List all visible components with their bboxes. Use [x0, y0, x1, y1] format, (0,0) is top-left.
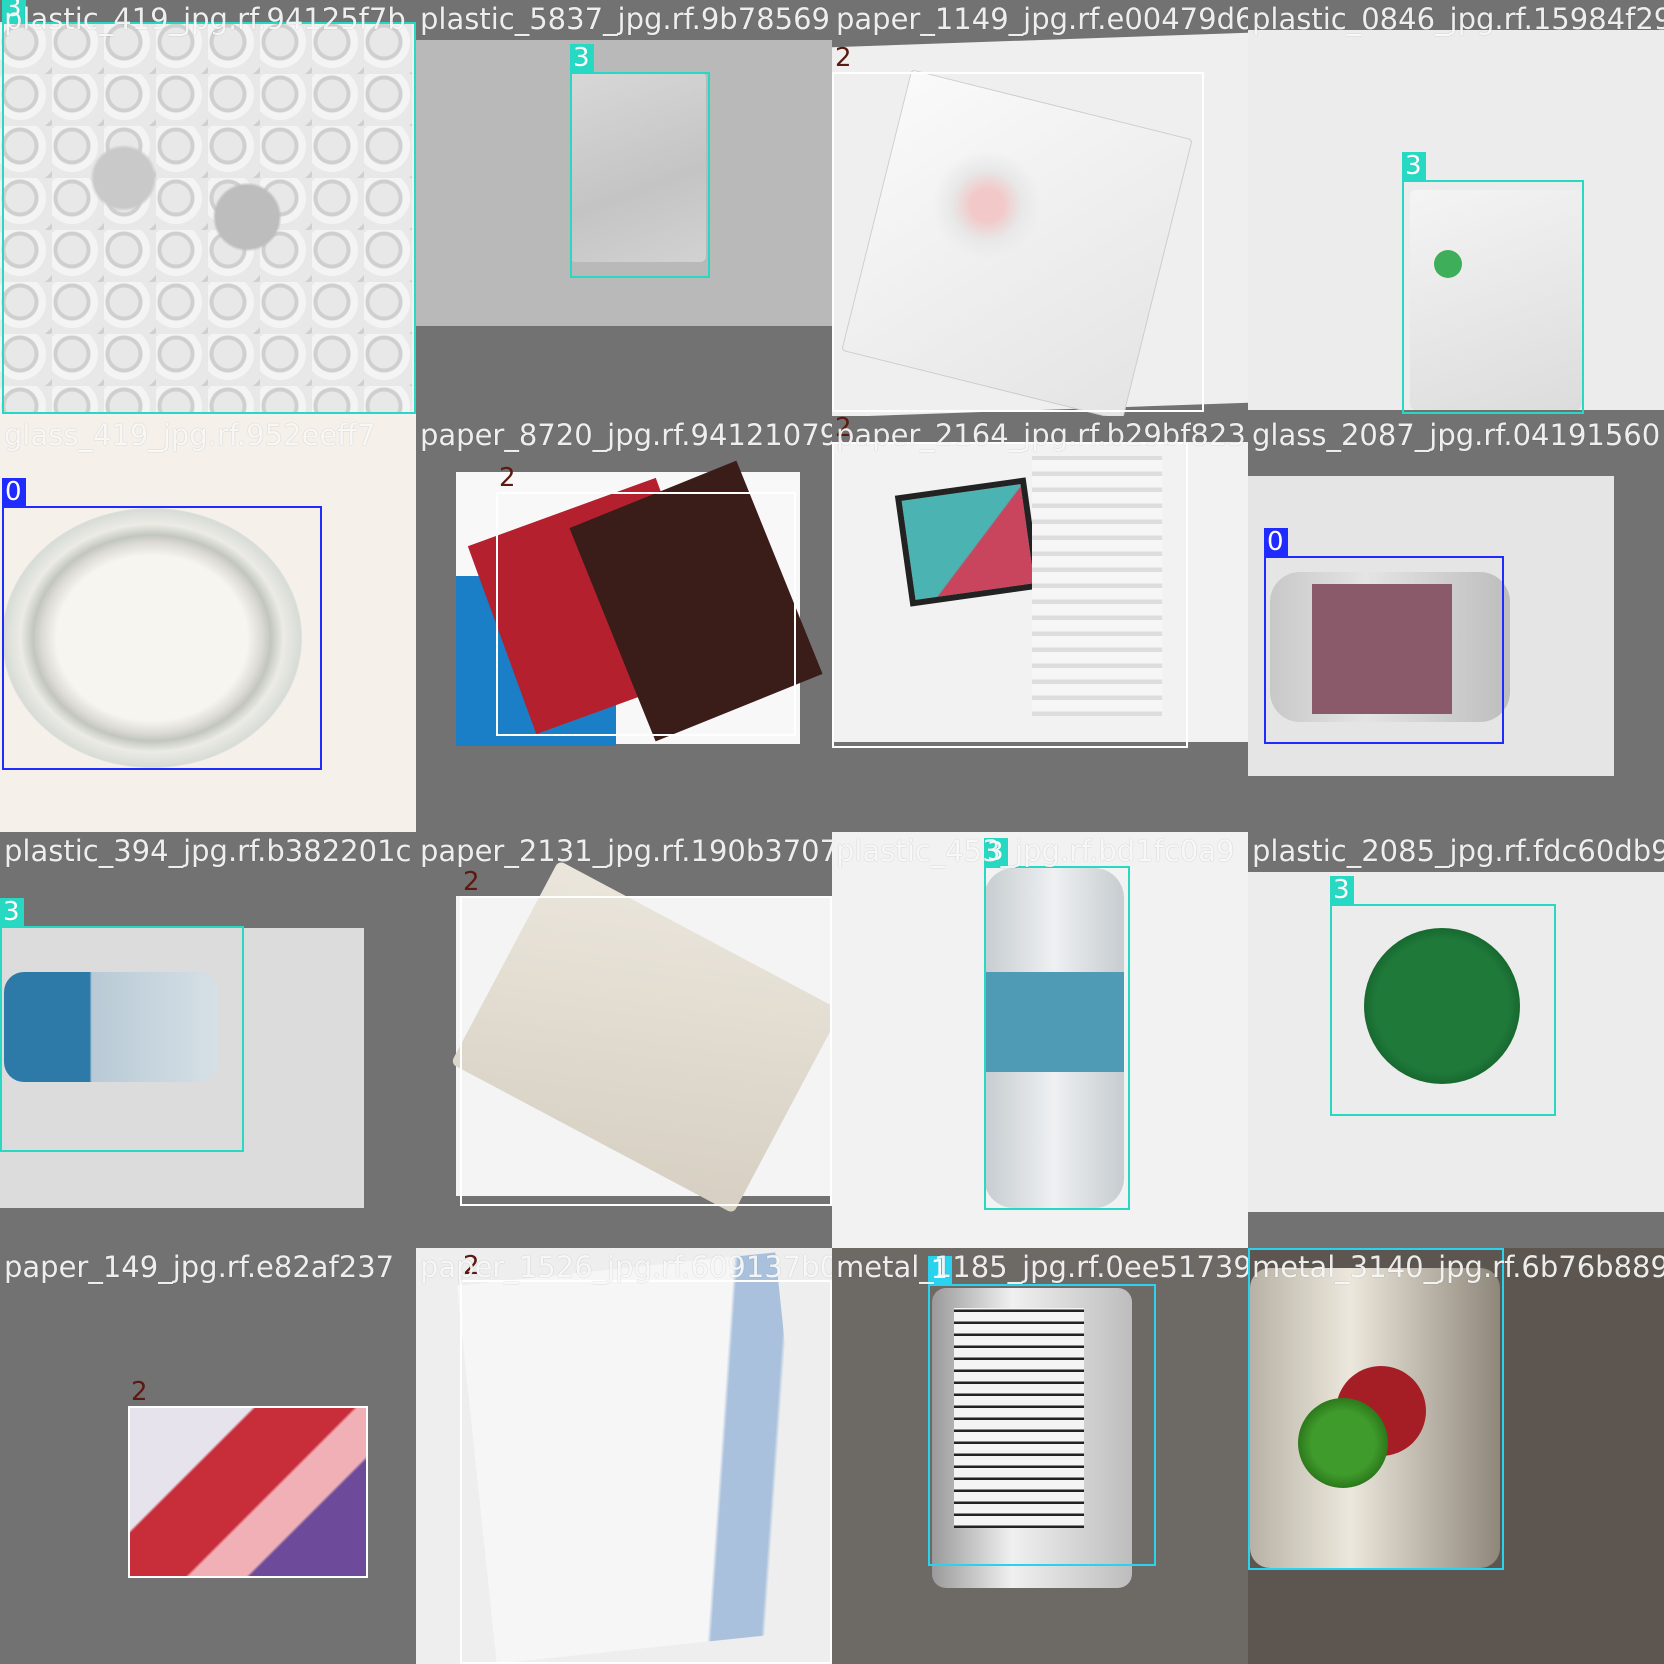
mosaic-tile: 2 paper_1149_jpg.rf.e00479d6 [832, 0, 1248, 416]
mosaic-tile: 2 paper_8720_jpg.rf.94121079 [416, 416, 832, 832]
tile-filename: plastic_0846_jpg.rf.15984f29 [1252, 2, 1664, 36]
class-label: 1 [928, 1256, 952, 1284]
mosaic-tile: 2 paper_2131_jpg.rf.190b3707 [416, 832, 832, 1248]
detection-box: 0 [2, 478, 322, 770]
tile-filename: glass_419_jpg.rf.952eeff7 [4, 418, 376, 452]
paper-print-detail [932, 150, 1042, 260]
mosaic-tile: 1 metal_1185_jpg.rf.0ee51739 [832, 1248, 1248, 1664]
class-label: 3 [1330, 876, 1354, 904]
bubble-wrap-object [0, 22, 412, 412]
nutrition-label [954, 1308, 1084, 1528]
detection-box: 2 [460, 1252, 832, 1664]
class-label: 2 [835, 43, 852, 73]
tile-filename: paper_2131_jpg.rf.190b3707 [420, 834, 832, 868]
tile-filename: paper_1149_jpg.rf.e00479d6 [836, 2, 1248, 36]
mosaic-tile: 3 plastic_5837_jpg.rf.9b785698 [416, 0, 832, 416]
class-label: 2 [463, 1251, 480, 1281]
bottle-label [984, 972, 1124, 1072]
tile-filename: paper_8720_jpg.rf.94121079 [420, 418, 832, 452]
tile-filename: metal_1185_jpg.rf.0ee51739 [836, 1250, 1248, 1284]
tile-filename: plastic_394_jpg.rf.b382201c [4, 834, 412, 868]
detection-box: 2 [128, 1378, 368, 1578]
detection-box: 3 [1330, 876, 1556, 1116]
mosaic-tile: 3 plastic_0846_jpg.rf.15984f29 [1248, 0, 1664, 416]
tile-filename: paper_1526_jpg.rf.609137b0 [420, 1250, 832, 1284]
plastic-bottle-object [4, 972, 218, 1082]
mosaic-tile: 3 plastic_419_jpg.rf.94125f7b [0, 0, 416, 416]
tile-filename: plastic_2085_jpg.rf.fdc60db9 [1252, 834, 1664, 868]
mosaic-tile: 3 plastic_394_jpg.rf.b382201c [0, 832, 416, 1248]
detection-box: 3 [1402, 152, 1584, 414]
mosaic-tile: 2 paper_149_jpg.rf.e82af237 [0, 1248, 416, 1664]
can-label-peas [1298, 1398, 1388, 1488]
plastic-lid-object [1364, 928, 1520, 1084]
mosaic-tile: 0 glass_2087_jpg.rf.04191560 [1248, 416, 1664, 832]
class-label: 0 [1264, 528, 1288, 556]
mosaic-tile: 3 plastic_2085_jpg.rf.fdc60db9 [1248, 832, 1664, 1248]
class-label: 2 [835, 416, 852, 443]
tile-filename: paper_2164_jpg.rf.b29bf823 [836, 418, 1246, 452]
class-label: 3 [984, 838, 1008, 866]
detection-box: 2 [832, 416, 1188, 748]
detection-box: 2 [496, 464, 796, 736]
mosaic-tile: 2 paper_2164_jpg.rf.b29bf823 [832, 416, 1248, 832]
tile-filename: plastic_419_jpg.rf.94125f7b [4, 2, 406, 36]
detection-box: 3 [0, 898, 244, 1152]
class-label: 2 [499, 463, 516, 493]
class-label: 2 [131, 1377, 148, 1407]
tile-filename: metal_3140_jpg.rf.6b76b889 [1252, 1250, 1664, 1284]
detection-box: 3 [2, 0, 416, 414]
detection-box: 2 [460, 868, 832, 1206]
detection-box: 3 [984, 838, 1130, 1210]
jar-label [1312, 584, 1452, 714]
class-label: 2 [463, 867, 480, 897]
detection-box: 1 [1248, 1248, 1504, 1570]
detection-box: 2 [832, 44, 1204, 412]
tile-filename: glass_2087_jpg.rf.04191560 [1252, 418, 1661, 452]
plastic-bag-object [570, 72, 706, 262]
detection-box: 3 [570, 44, 710, 278]
paper-ad-object [130, 1408, 366, 1578]
mosaic-tile: 0 glass_419_jpg.rf.952eeff7 [0, 416, 416, 832]
mosaic-tile: 1 metal_3140_jpg.rf.6b76b889 [1248, 1248, 1664, 1664]
tile-filename: paper_149_jpg.rf.e82af237 [4, 1250, 395, 1284]
recycle-sticker [1434, 250, 1462, 278]
mosaic-tile: 2 paper_1526_jpg.rf.609137b0 [416, 1248, 832, 1664]
class-label: 3 [570, 44, 594, 72]
detection-box: 1 [928, 1256, 1156, 1566]
detection-box: 0 [1264, 528, 1504, 744]
class-label: 3 [1402, 152, 1426, 180]
glass-jar-object [2, 508, 302, 768]
class-label: 3 [0, 898, 24, 926]
magazine-page [1032, 456, 1162, 716]
tile-filename: plastic_5837_jpg.rf.9b785698 [420, 2, 832, 36]
class-label: 0 [2, 478, 26, 506]
tile-filename: plastic_453_jpg.rf.bd1fc0a9 [836, 834, 1235, 868]
class-label: 3 [2, 0, 26, 22]
plastic-bag-object [1410, 190, 1582, 410]
mosaic-tile: 3 plastic_453_jpg.rf.bd1fc0a9 [832, 832, 1248, 1248]
